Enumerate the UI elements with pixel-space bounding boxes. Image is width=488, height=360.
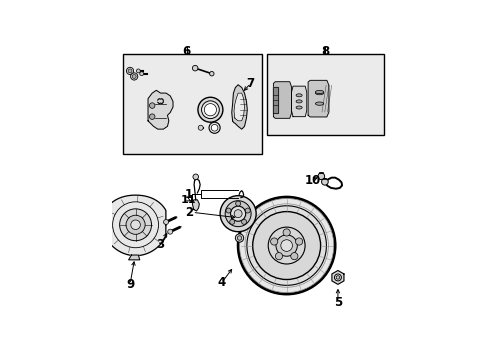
Circle shape [290, 253, 297, 260]
Circle shape [198, 125, 203, 130]
Circle shape [275, 253, 282, 260]
Polygon shape [331, 270, 343, 284]
Text: 6: 6 [183, 45, 191, 58]
Circle shape [229, 219, 234, 224]
Polygon shape [307, 80, 328, 117]
Circle shape [136, 69, 140, 73]
Circle shape [193, 174, 198, 180]
Text: 2: 2 [184, 206, 193, 219]
Text: 3: 3 [156, 238, 164, 251]
Text: 11: 11 [180, 195, 196, 205]
Circle shape [230, 206, 245, 221]
Text: 5: 5 [333, 296, 341, 309]
Circle shape [224, 201, 251, 227]
Text: 8: 8 [321, 45, 329, 58]
Circle shape [336, 276, 339, 279]
Circle shape [132, 75, 136, 78]
Circle shape [283, 229, 290, 236]
Circle shape [295, 238, 302, 245]
Ellipse shape [315, 90, 323, 94]
Circle shape [167, 229, 172, 234]
Circle shape [317, 173, 324, 180]
Circle shape [235, 234, 243, 242]
Text: 1: 1 [184, 188, 193, 201]
Circle shape [270, 238, 277, 245]
Polygon shape [273, 87, 277, 113]
Circle shape [235, 201, 240, 206]
Polygon shape [291, 86, 306, 117]
Polygon shape [148, 90, 173, 129]
Circle shape [149, 103, 155, 108]
Circle shape [192, 66, 198, 71]
Circle shape [220, 195, 256, 232]
Circle shape [234, 210, 242, 218]
Circle shape [267, 227, 305, 264]
Ellipse shape [315, 91, 323, 95]
Circle shape [252, 212, 320, 279]
Circle shape [128, 69, 132, 73]
Polygon shape [233, 93, 244, 121]
Circle shape [130, 220, 140, 230]
Circle shape [201, 101, 219, 118]
Circle shape [163, 220, 168, 225]
Text: 7: 7 [246, 77, 254, 90]
Circle shape [321, 179, 327, 185]
Ellipse shape [295, 106, 302, 109]
Circle shape [241, 219, 246, 224]
Polygon shape [273, 82, 291, 118]
Ellipse shape [295, 100, 302, 103]
Circle shape [140, 72, 143, 76]
Text: 10: 10 [304, 174, 321, 187]
Circle shape [208, 122, 220, 133]
Circle shape [120, 209, 151, 241]
Circle shape [334, 274, 341, 281]
Circle shape [211, 125, 218, 131]
Circle shape [204, 104, 216, 116]
Polygon shape [102, 195, 165, 256]
Bar [267, 54, 383, 135]
Circle shape [275, 235, 297, 256]
Polygon shape [192, 200, 199, 211]
Circle shape [198, 97, 223, 122]
Circle shape [209, 72, 214, 76]
Polygon shape [128, 255, 140, 260]
Polygon shape [231, 85, 247, 129]
Circle shape [245, 208, 250, 213]
Ellipse shape [295, 94, 302, 97]
Text: 4: 4 [217, 276, 225, 289]
Circle shape [149, 114, 155, 120]
Circle shape [237, 236, 241, 240]
Circle shape [126, 215, 145, 234]
Ellipse shape [315, 102, 323, 105]
Circle shape [130, 73, 138, 80]
Circle shape [246, 206, 326, 285]
Circle shape [225, 208, 230, 213]
Circle shape [280, 240, 292, 251]
Text: 9: 9 [125, 278, 134, 291]
Circle shape [238, 197, 334, 294]
Bar [123, 54, 261, 154]
Circle shape [126, 67, 133, 75]
